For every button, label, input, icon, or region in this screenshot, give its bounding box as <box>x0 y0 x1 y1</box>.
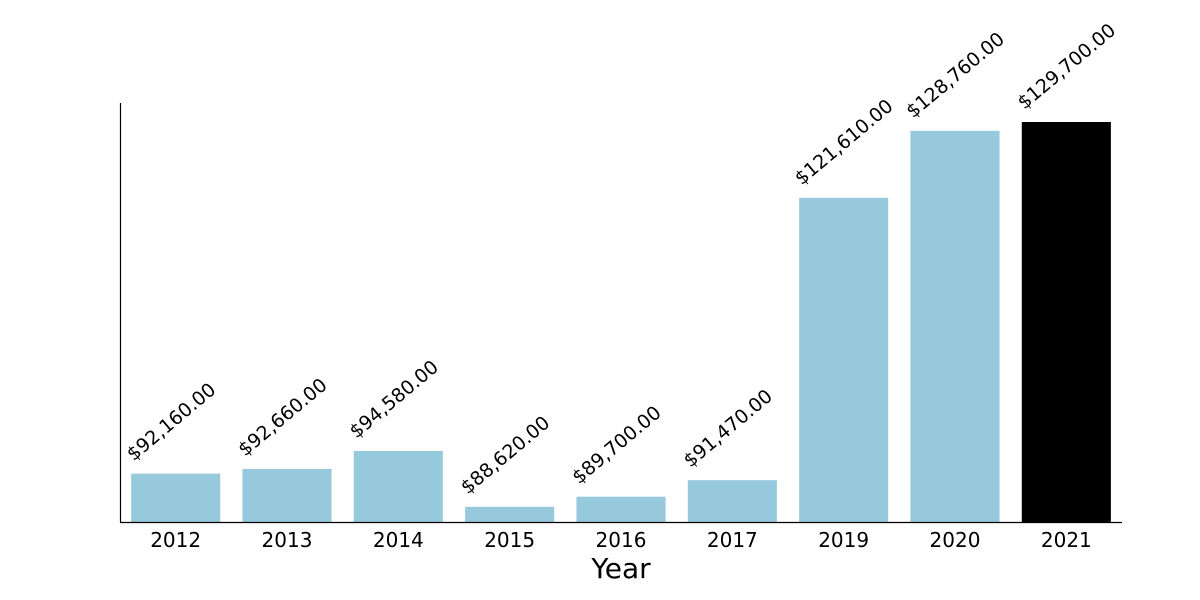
x-tick-label-2015: 2015 <box>484 528 535 552</box>
x-tick-label-2013: 2013 <box>262 528 313 552</box>
bar-2012 <box>131 473 221 522</box>
bar-2014 <box>353 450 443 522</box>
data-label-2012: $92,160.00 <box>123 379 220 466</box>
x-axis-title: Year <box>590 552 651 585</box>
data-label-2016: $89,700.00 <box>568 402 665 489</box>
x-tick-label-2019: 2019 <box>818 528 869 552</box>
x-tick-label-2012: 2012 <box>150 528 201 552</box>
bar-2017 <box>687 480 777 522</box>
x-tick-label-2014: 2014 <box>373 528 424 552</box>
x-tick-labels-group: 2012 2013 2014 2015 2016 2017 2019 2020 2021 <box>150 528 1092 552</box>
x-tick-label-2021: 2021 <box>1041 528 1092 552</box>
data-label-2017: $91,470.00 <box>679 385 776 472</box>
bar-2016 <box>576 496 666 522</box>
bar-2020 <box>910 130 1000 522</box>
data-label-2013: $92,660.00 <box>234 374 331 461</box>
x-tick-label-2016: 2016 <box>596 528 647 552</box>
data-label-2019: $121,610.00 <box>791 95 898 190</box>
bar-2013 <box>242 468 332 522</box>
data-label-2015: $88,620.00 <box>457 412 554 499</box>
bar-2015 <box>465 506 555 522</box>
bar-2021 <box>1021 122 1111 522</box>
data-label-2014: $94,580.00 <box>345 356 442 443</box>
bars-group <box>131 122 1111 522</box>
data-label-2020: $128,760.00 <box>902 28 1009 123</box>
x-tick-label-2020: 2020 <box>930 528 981 552</box>
bar-2019 <box>799 197 889 522</box>
x-tick-label-2017: 2017 <box>707 528 758 552</box>
data-label-2021: $129,700.00 <box>1013 19 1120 114</box>
